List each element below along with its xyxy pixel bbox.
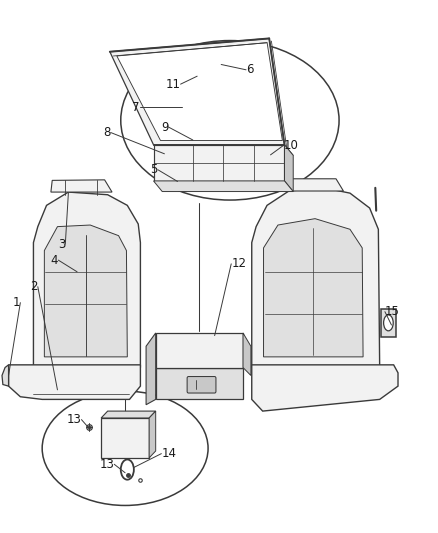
- Ellipse shape: [121, 41, 339, 200]
- Polygon shape: [153, 181, 293, 191]
- Polygon shape: [243, 333, 251, 375]
- Polygon shape: [33, 192, 141, 368]
- Text: 14: 14: [161, 447, 177, 460]
- Polygon shape: [9, 365, 141, 399]
- Text: 12: 12: [231, 257, 246, 270]
- Polygon shape: [381, 309, 396, 337]
- Text: 10: 10: [284, 139, 298, 152]
- Polygon shape: [110, 38, 285, 145]
- Polygon shape: [101, 411, 155, 418]
- Polygon shape: [252, 365, 398, 411]
- Polygon shape: [155, 368, 243, 399]
- Polygon shape: [252, 188, 380, 368]
- Polygon shape: [285, 145, 293, 191]
- Text: 11: 11: [166, 78, 180, 91]
- Text: 8: 8: [103, 126, 111, 139]
- Text: 13: 13: [99, 458, 114, 471]
- Polygon shape: [264, 219, 363, 357]
- FancyBboxPatch shape: [187, 376, 216, 393]
- Polygon shape: [155, 333, 243, 368]
- Polygon shape: [153, 145, 293, 156]
- Text: 9: 9: [161, 120, 169, 134]
- Ellipse shape: [384, 315, 393, 331]
- Polygon shape: [153, 145, 285, 181]
- Text: 15: 15: [385, 305, 400, 318]
- Polygon shape: [101, 418, 149, 458]
- Text: 5: 5: [151, 163, 158, 176]
- Polygon shape: [146, 333, 155, 405]
- Text: 4: 4: [51, 254, 58, 266]
- Text: 7: 7: [132, 101, 140, 114]
- Polygon shape: [44, 225, 127, 357]
- Ellipse shape: [121, 459, 134, 480]
- Text: 2: 2: [30, 280, 38, 293]
- Polygon shape: [51, 180, 112, 192]
- Polygon shape: [149, 411, 155, 458]
- Text: 1: 1: [13, 296, 20, 309]
- Polygon shape: [275, 179, 343, 191]
- Text: 13: 13: [67, 413, 81, 426]
- Text: 3: 3: [58, 238, 65, 251]
- Text: 6: 6: [246, 63, 254, 76]
- Ellipse shape: [42, 391, 208, 505]
- Polygon shape: [2, 365, 9, 386]
- Polygon shape: [117, 43, 283, 141]
